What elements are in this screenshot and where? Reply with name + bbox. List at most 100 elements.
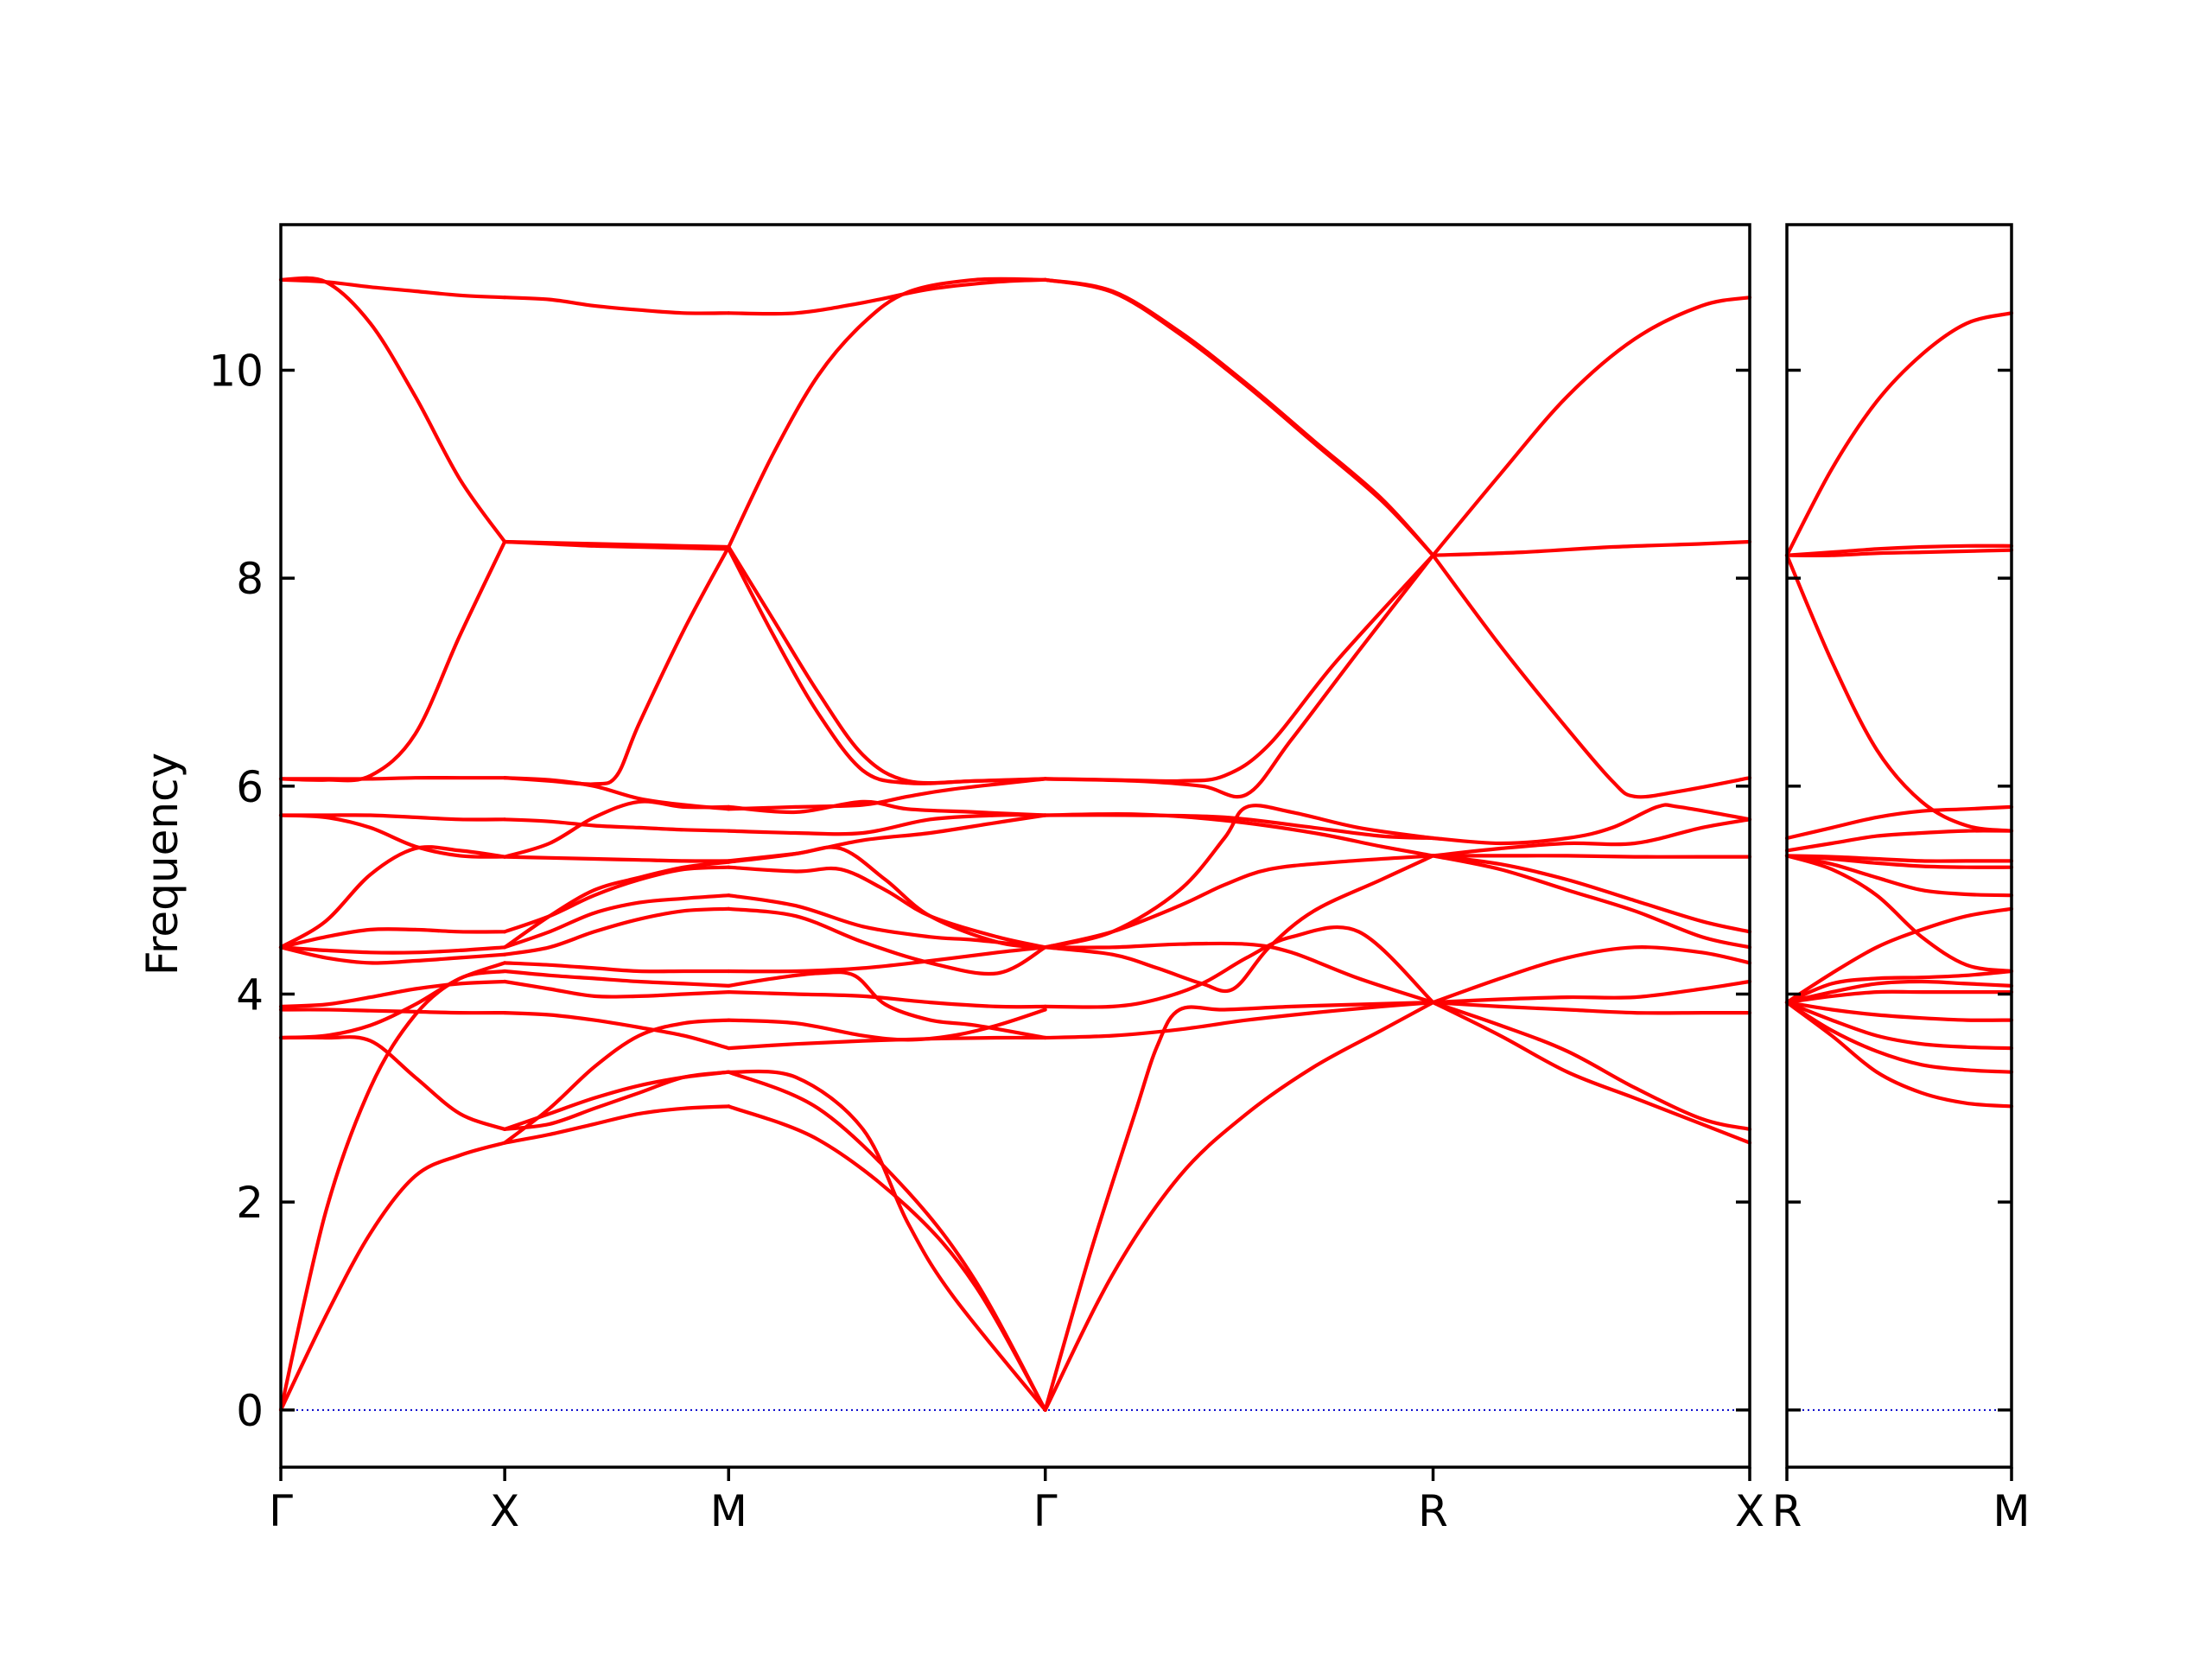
band-line-p0-s0-b5 xyxy=(278,979,507,1008)
band-line-p0-s1-b18 xyxy=(503,544,731,786)
band-line-p1-s0-b16 xyxy=(1784,543,2014,557)
band-line-p0-s1-b8 xyxy=(503,906,731,957)
band-line-p0-s4-b11 xyxy=(1431,539,1752,557)
band-line-p0-s1-b4 xyxy=(503,1018,731,1145)
band-line-p0-s0-b12 xyxy=(278,539,507,783)
x-tick-label: X xyxy=(1735,1486,1764,1536)
band-line-p0-s0-b13 xyxy=(278,776,507,781)
band-line-p1-s0-b3 xyxy=(1784,1001,2014,1022)
band-line-p0-s2-b18 xyxy=(727,276,1047,550)
band-line-p0-s1-b6 xyxy=(503,969,731,988)
band-line-p0-s3-b11 xyxy=(1043,553,1435,784)
band-line-p1-s0-b13 xyxy=(1784,804,2014,841)
x-tick-label: X xyxy=(490,1486,519,1536)
band-line-p0-s4-b6 xyxy=(1431,854,1752,934)
band-line-p0-s2-b9 xyxy=(727,893,1047,950)
band-line-p0-s0-b14 xyxy=(278,276,507,544)
y-tick-label: 2 xyxy=(236,1178,264,1228)
band-line-p1-s0-b12 xyxy=(1784,829,2014,853)
band-line-p0-s2-b14 xyxy=(727,777,1047,811)
band-line-p0-s2-b13 xyxy=(727,813,1047,836)
band-line-p0-s4-b4 xyxy=(1431,945,1752,1005)
y-tick-label: 0 xyxy=(236,1386,264,1436)
band-line-p0-s0-b8 xyxy=(278,927,507,950)
band-line-p0-s3-b12 xyxy=(1043,277,1435,557)
band-line-p1-s0-b6 xyxy=(1784,969,2014,1005)
band-line-p0-s4-b10 xyxy=(1431,553,1752,799)
plot-frame xyxy=(279,223,1751,1469)
band-line-p0-s1-b19 xyxy=(503,296,731,315)
band-line-p0-s2-b0 xyxy=(727,1104,1047,1412)
band-line-p1-s0-b9 xyxy=(1784,854,2014,898)
band-line-p0-s0-b4 xyxy=(278,1007,507,1015)
band-line-p0-s1-b3 xyxy=(503,1011,731,1051)
band-line-p1-s0-b7 xyxy=(1784,906,2014,1005)
band-line-p0-s4-b7 xyxy=(1431,854,1752,859)
band-line-p0-s1-b13 xyxy=(503,817,731,833)
band-line-p1-s0-b4 xyxy=(1784,989,2014,1005)
band-line-p0-s0-b3 xyxy=(278,961,507,1040)
band-line-p0-s1-b5 xyxy=(503,979,731,999)
band-line-p0-s2-b16 xyxy=(727,544,1047,785)
band-line-p1-s0-b10 xyxy=(1784,854,2014,869)
band-line-p1-s0-b1 xyxy=(1784,1001,2014,1074)
band-line-p0-s2-b19 xyxy=(727,277,1047,316)
band-line-p0-s4-b0 xyxy=(1431,1001,1752,1145)
band-line-p0-s2-b6 xyxy=(727,970,1047,1040)
band-line-p0-s1-b9 xyxy=(503,893,731,950)
band-line-p0-s4-b9 xyxy=(1431,817,1752,858)
band-line-p0-s2-b5 xyxy=(727,990,1047,1009)
band-line-p1-s0-b14 xyxy=(1784,553,2014,833)
band-line-p0-s4-b1 xyxy=(1431,1001,1752,1131)
band-line-p0-s1-b15 xyxy=(503,799,731,859)
band-line-p0-s2-b2 xyxy=(727,1069,1047,1412)
x-tick-label: Γ xyxy=(269,1486,293,1536)
band-line-p0-s0-b6 xyxy=(278,945,507,965)
band-line-p0-s3-b10 xyxy=(1043,553,1435,799)
band-line-p0-s2-b8 xyxy=(727,906,1047,976)
y-tick-label: 6 xyxy=(236,762,264,812)
band-line-p0-s1-b17 xyxy=(503,539,731,551)
y-tick-label: 10 xyxy=(208,346,264,396)
band-line-p0-s2-b12 xyxy=(727,845,1047,950)
band-line-p0-s1-b11 xyxy=(503,860,731,950)
band-line-p0-s2-b10 xyxy=(727,865,1047,950)
band-line-p0-s4-b2 xyxy=(1431,1001,1752,1015)
band-line-p0-s2-b15 xyxy=(727,799,1047,817)
band-line-p0-s1-b0 xyxy=(503,1104,731,1145)
band-line-p0-s3-b4 xyxy=(1043,941,1435,1005)
band-line-p0-s4-b3 xyxy=(1431,979,1752,1005)
band-line-p1-s0-b5 xyxy=(1784,979,2014,1005)
band-line-p0-s3-b13 xyxy=(1043,277,1435,557)
band-line-p0-s1-b12 xyxy=(503,855,731,863)
band-line-p0-s1-b14 xyxy=(503,776,731,811)
band-line-p0-s0-b9 xyxy=(278,845,507,950)
band-line-p1-s0-b8 xyxy=(1784,854,2014,974)
band-line-p0-s3-b0 xyxy=(1043,1001,1435,1412)
band-line-p0-s0-b0 xyxy=(278,1141,507,1412)
band-line-p0-s4-b5 xyxy=(1431,854,1752,950)
y-axis-label: Frequency xyxy=(137,753,188,976)
band-line-p1-s0-b2 xyxy=(1784,1001,2014,1051)
band-line-p0-s3-b9 xyxy=(1043,813,1435,841)
band-line-p0-s0-b2 xyxy=(278,1035,507,1131)
band-line-p0-s0-b7 xyxy=(278,945,507,955)
band-line-p0-s4-b8 xyxy=(1431,803,1752,846)
band-line-p0-s1-b7 xyxy=(503,961,731,974)
band-line-p0-s3-b2 xyxy=(1043,1001,1435,1040)
x-tick-label: R xyxy=(1772,1486,1802,1536)
y-tick-label: 4 xyxy=(236,969,264,1020)
band-line-p0-s2-b1 xyxy=(727,1070,1047,1412)
band-line-p1-s0-b0 xyxy=(1784,1001,2014,1109)
plot-frame xyxy=(1785,223,2013,1469)
x-tick-label: M xyxy=(1993,1486,2030,1536)
band-line-p0-s3-b5 xyxy=(1043,854,1435,994)
band-line-p0-s2-b4 xyxy=(727,1007,1047,1042)
band-line-p0-s3-b7 xyxy=(1043,804,1435,950)
band-line-p1-s0-b11 xyxy=(1784,854,2014,863)
band-line-p0-s4-b12 xyxy=(1431,296,1752,557)
x-tick-label: Γ xyxy=(1033,1486,1058,1536)
x-tick-label: M xyxy=(710,1486,747,1536)
